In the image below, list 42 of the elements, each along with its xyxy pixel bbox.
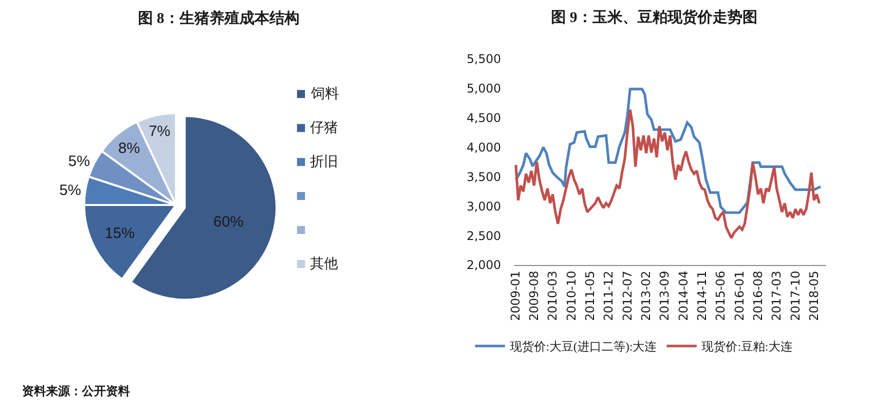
line-series — [514, 108, 821, 240]
y-tick-label: 3,000 — [466, 199, 501, 214]
data-label: 15% — [104, 225, 135, 242]
x-tick-label: 2011-12 — [602, 270, 616, 321]
data-label: 60% — [213, 214, 244, 231]
x-tick-label: 2011-05 — [582, 270, 597, 321]
legend-label: 现货价:豆粕:大连 — [702, 340, 792, 354]
y-tick-label: 4,000 — [466, 140, 501, 154]
x-tick-label: 2009-01 — [508, 270, 522, 321]
x-tick-label: 2016-08 — [751, 270, 765, 321]
legend-label: 现货价:大豆(进口二等):大连 — [510, 340, 657, 354]
x-tick-label: 2018-05 — [806, 270, 821, 321]
chart-title: 图 9：玉米、豆粕现货价走势图 — [551, 9, 758, 26]
y-tick-label: 2,000 — [466, 258, 501, 272]
x-tick-label: 2010-10 — [564, 270, 578, 321]
x-tick-label: 2009-08 — [526, 270, 541, 321]
data-label: 8% — [118, 140, 140, 157]
x-tick-label: 2014-04 — [676, 270, 690, 321]
data-label: 7% — [148, 122, 170, 140]
x-tick-label: 2015-06 — [714, 270, 728, 321]
x-tick-label: 2013-09 — [658, 270, 672, 321]
x-tick-label: 2014-11 — [695, 270, 710, 321]
text: 资料来源：公开资料 — [22, 384, 130, 398]
data-label: 5% — [68, 153, 90, 170]
x-tick-label: 2017-10 — [788, 270, 802, 321]
y-tick-label: 5,000 — [466, 82, 501, 96]
x-tick-label: 2017-03 — [770, 270, 784, 321]
x-tick-label: 2010-03 — [546, 270, 560, 321]
y-tick-label: 2,500 — [466, 228, 501, 243]
line-series — [514, 88, 822, 214]
y-tick-label: 5,500 — [466, 52, 501, 66]
x-tick-label: 2012-07 — [620, 270, 634, 321]
legend-label: 仔猪 — [310, 120, 338, 136]
x-tick-label: 2016-01 — [732, 270, 746, 321]
legend-label: 折旧 — [310, 154, 338, 170]
y-tick-label: 3,500 — [466, 170, 501, 184]
x-tick-label: 2013-02 — [639, 270, 654, 321]
data-label: 5% — [59, 182, 82, 199]
chart-title: 图 8：生猪养殖成本结构 — [138, 9, 300, 27]
legend-label: 饲料 — [310, 86, 339, 102]
y-tick-label: 4,500 — [466, 111, 501, 126]
legend-label: 其他 — [310, 256, 338, 272]
